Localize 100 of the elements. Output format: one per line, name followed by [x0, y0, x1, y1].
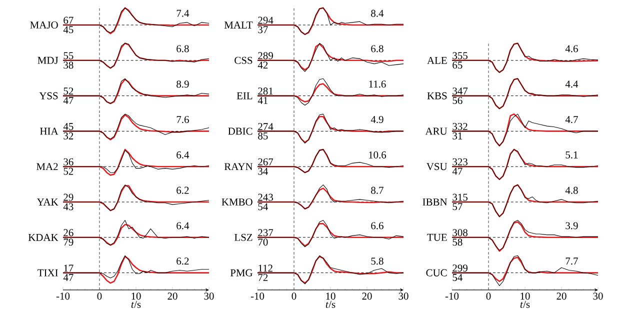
annotation: 289: [258, 52, 273, 60]
annotation: 7.4: [176, 10, 190, 17]
text: TIXI: [38, 269, 58, 276]
annotation: 4.4: [565, 80, 578, 88]
text: LSZ: [234, 234, 252, 241]
annotation: 52: [64, 168, 74, 175]
text: YSS: [39, 92, 58, 100]
annotation: 355: [452, 52, 468, 60]
x-tick-label: 30: [398, 292, 408, 300]
annotation: 65: [452, 62, 462, 69]
annotation: 41: [258, 96, 268, 104]
text: KBS: [427, 92, 447, 100]
text: MDJ: [38, 56, 58, 64]
annotation: 17: [64, 264, 74, 272]
annotation: 8.4: [371, 10, 384, 17]
annotation: 38: [64, 62, 74, 69]
text: ARU: [425, 128, 448, 135]
x-tick-label: 10: [132, 292, 141, 300]
x-tick-label: 30: [204, 292, 214, 300]
annotation: 10.6: [368, 151, 386, 158]
annotation: 47: [452, 168, 462, 175]
annotation: 237: [258, 229, 274, 236]
annotation: 6.8: [371, 45, 384, 52]
annotation: 6.8: [176, 45, 189, 52]
annotation: 85: [258, 132, 268, 140]
annotation: 54: [452, 274, 462, 281]
annotation: 37: [258, 26, 268, 34]
text: MAJO: [30, 21, 58, 29]
annotation: 52: [64, 88, 74, 95]
annotation: 70: [258, 238, 268, 246]
annotation: 57: [452, 203, 462, 210]
annotation: 54: [258, 203, 268, 210]
x-tick-label: 10: [326, 292, 336, 300]
annotation: 323: [452, 158, 468, 166]
annotation: 47: [63, 274, 74, 281]
text: KMBO: [222, 198, 252, 206]
annotation: 274: [258, 123, 274, 130]
annotation: 315: [452, 194, 468, 201]
annotation: 42: [258, 62, 268, 69]
text: RAYN: [224, 163, 253, 170]
x-axis-title: t/s: [131, 300, 141, 308]
x-tick-label: -10: [445, 292, 459, 300]
annotation: 8.7: [371, 186, 384, 194]
x-tick-label: 20: [168, 292, 178, 300]
x-axis-title: t/s: [520, 300, 530, 308]
annotation: 6.2: [176, 186, 189, 194]
annotation: 47: [63, 97, 74, 104]
annotation: 45: [63, 123, 74, 130]
annotation: 267: [258, 158, 274, 166]
x-tick-label: -10: [250, 292, 264, 300]
text: EIL: [236, 92, 252, 100]
annotation: 6.4: [176, 151, 190, 158]
annotation: 7.6: [176, 116, 189, 124]
text: CSS: [234, 56, 252, 64]
text: MA2: [36, 163, 58, 170]
annotation: 112: [258, 264, 272, 272]
x-tick-label: 20: [362, 292, 372, 300]
annotation: 56: [452, 96, 462, 104]
annotation: 243: [258, 194, 273, 201]
annotation: 11.6: [369, 80, 386, 88]
annotation: 281: [258, 88, 273, 95]
text: YAK: [36, 198, 58, 206]
annotation: 6.4: [176, 222, 190, 230]
text: ALE: [427, 56, 447, 64]
x-axis-title: t/s: [326, 300, 336, 308]
annotation: 332: [452, 122, 468, 130]
text: MALT: [224, 22, 253, 28]
annotation: 31: [452, 132, 462, 140]
annotation: 294: [258, 16, 274, 24]
text: KDAK: [28, 234, 58, 241]
annotation: 79: [64, 238, 74, 246]
x-tick-label: 20: [556, 292, 566, 300]
annotation: 43: [63, 203, 74, 210]
annotation: 5.1: [566, 151, 578, 158]
text: CUC: [426, 269, 447, 276]
annotation: 3.9: [566, 222, 578, 230]
x-tick-label: 30: [593, 292, 603, 300]
annotation: 6.2: [176, 258, 189, 265]
annotation: 4.6: [565, 45, 578, 52]
annotation: 6.6: [371, 222, 384, 230]
annotation: 72: [258, 274, 268, 281]
annotation: 32: [64, 132, 74, 140]
x-tick-label: 0: [486, 292, 491, 300]
annotation: 4.7: [565, 116, 578, 124]
annotation: 347: [452, 88, 468, 95]
x-tick-label: 10: [520, 292, 530, 300]
text: DBIC: [228, 128, 252, 135]
annotation: 34: [258, 168, 268, 175]
text: HIA: [40, 128, 58, 135]
annotation: 45: [63, 26, 74, 34]
annotation: 7.7: [566, 258, 578, 265]
annotation: 299: [452, 264, 468, 272]
annotation: 4.8: [565, 186, 578, 194]
x-tick-label: 0: [97, 292, 102, 300]
text: TUE: [427, 234, 447, 241]
annotation: 58: [452, 238, 462, 246]
text: IBBN: [422, 198, 448, 206]
annotation: 5.8: [371, 258, 384, 265]
annotation: 308: [452, 229, 468, 236]
annotation: 4.9: [370, 116, 384, 124]
